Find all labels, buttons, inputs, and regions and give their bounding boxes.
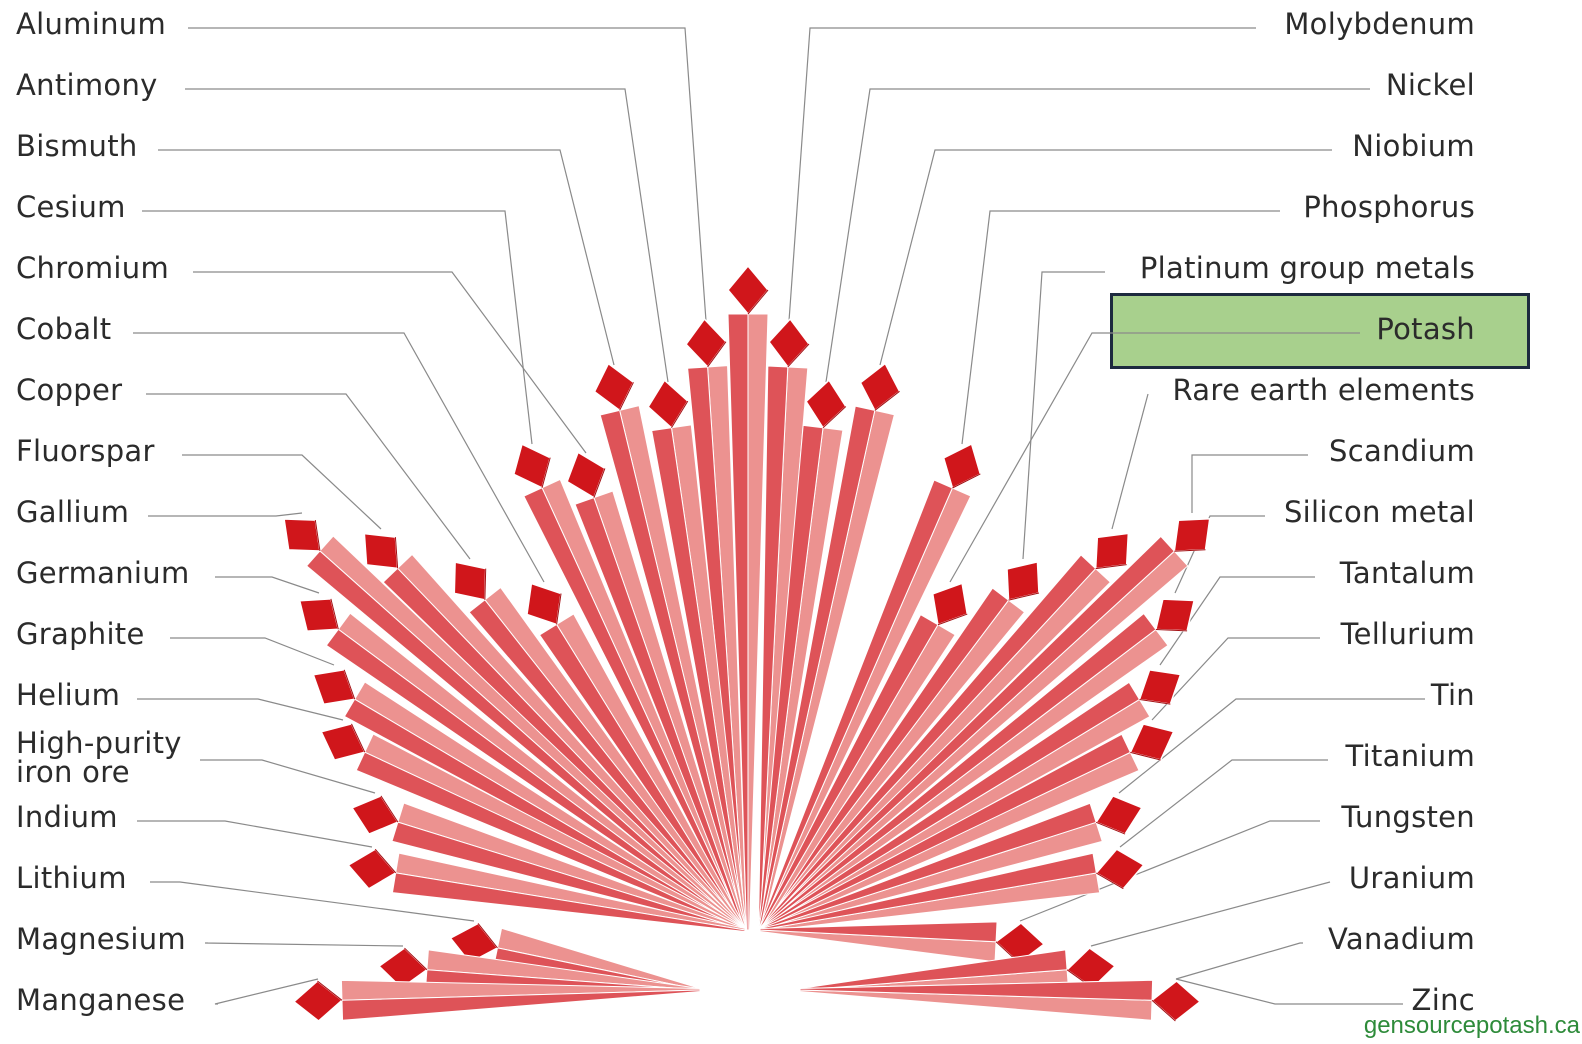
label-nickel: Nickel [1385,68,1475,102]
label-antimony: Antimony [16,68,158,102]
leader-line-indium [137,820,373,848]
leader-line-tin [1118,698,1425,794]
label-magnesium: Magnesium [16,922,186,956]
leader-line-gallium [148,512,303,517]
leader-line-graphite [170,637,335,666]
label-high-purity-iron-ore: High-purity iron ore [16,726,182,789]
leader-line-titanium [1119,759,1328,848]
label-rare-earth-elements: Rare earth elements [1172,373,1475,407]
label-platinum-group-metals: Platinum group metals [1139,251,1475,285]
leader-line-fluorspar [182,454,382,530]
label-tin: Tin [1430,678,1475,712]
label-silicon-metal: Silicon metal [1283,495,1475,529]
leader-line-aluminum [188,27,707,322]
label-zinc: Zinc [1411,983,1475,1017]
leader-line-tungsten [1019,820,1320,922]
leader-line-helium [137,698,344,721]
helium-ray [320,722,747,933]
label-lithium: Lithium [16,861,127,895]
leader-line-bismuth [158,149,615,366]
label-cobalt: Cobalt [16,312,112,346]
leader-line-lithium [150,881,475,922]
label-potash: Potash [1376,312,1475,346]
nickel-ray [757,379,847,931]
leader-line-cesium [142,210,533,445]
label-tellurium: Tellurium [1340,617,1475,651]
label-copper: Copper [16,373,123,407]
leader-line-potash [949,332,1360,583]
label-phosphorus: Phosphorus [1303,190,1475,224]
leader-line-scandium [1191,454,1308,513]
lithium-ray [449,922,701,993]
zinc-ray [799,979,1202,1022]
leader-line-chromium [193,271,587,454]
label-germanium: Germanium [16,556,190,590]
leader-line-magnesium [204,942,404,947]
label-graphite: Graphite [16,617,145,651]
label-fluorspar: Fluorspar [16,434,155,468]
label-helium: Helium [16,678,121,712]
tungsten-ray [759,921,1046,964]
leader-line-rare-earth-elements [1111,393,1149,530]
manganese-ray [292,979,701,1022]
leader-line-cobalt [133,332,545,583]
leader-line-platinum-group-metals [1022,271,1105,560]
center-apex-ray [727,264,769,931]
leader-line-antimony [185,88,669,383]
leader-line-high-purity-iron-ore [200,759,376,794]
label-titanium: Titanium [1345,739,1475,773]
leader-line-copper [146,393,471,560]
leader-line-phosphorus [961,210,1280,445]
label-bismuth: Bismuth [16,129,138,163]
indium-ray [347,848,746,933]
leader-line-niobium [879,149,1332,366]
leader-line-nickel [825,88,1370,383]
label-aluminum: Aluminum [16,7,166,41]
leader-line-zinc [1175,978,1403,1005]
label-chromium: Chromium [16,251,169,285]
label-cesium: Cesium [16,190,126,224]
chromium-ray [566,451,748,932]
label-tantalum: Tantalum [1339,556,1475,590]
tantalum-ray [758,669,1182,932]
label-gallium: Gallium [16,495,130,529]
leader-line-manganese [214,978,319,1005]
leader-line-tantalum [1159,576,1315,666]
leader-line-uranium [1090,881,1331,947]
label-uranium: Uranium [1348,861,1475,895]
label-indium: Indium [16,800,118,834]
label-niobium: Niobium [1352,129,1475,163]
leader-line-vanadium [1175,942,1303,980]
label-vanadium: Vanadium [1327,922,1475,956]
label-scandium: Scandium [1329,434,1475,468]
label-molybdenum: Molybdenum [1284,7,1475,41]
potash-highlight-box [1110,293,1530,369]
label-manganese: Manganese [16,983,186,1017]
source-credit: gensourcepotash.ca [1363,1012,1580,1039]
leader-line-tellurium [1151,637,1320,721]
leader-line-molybdenum [788,27,1256,322]
label-tungsten: Tungsten [1341,800,1475,834]
leader-line-germanium [215,576,320,594]
